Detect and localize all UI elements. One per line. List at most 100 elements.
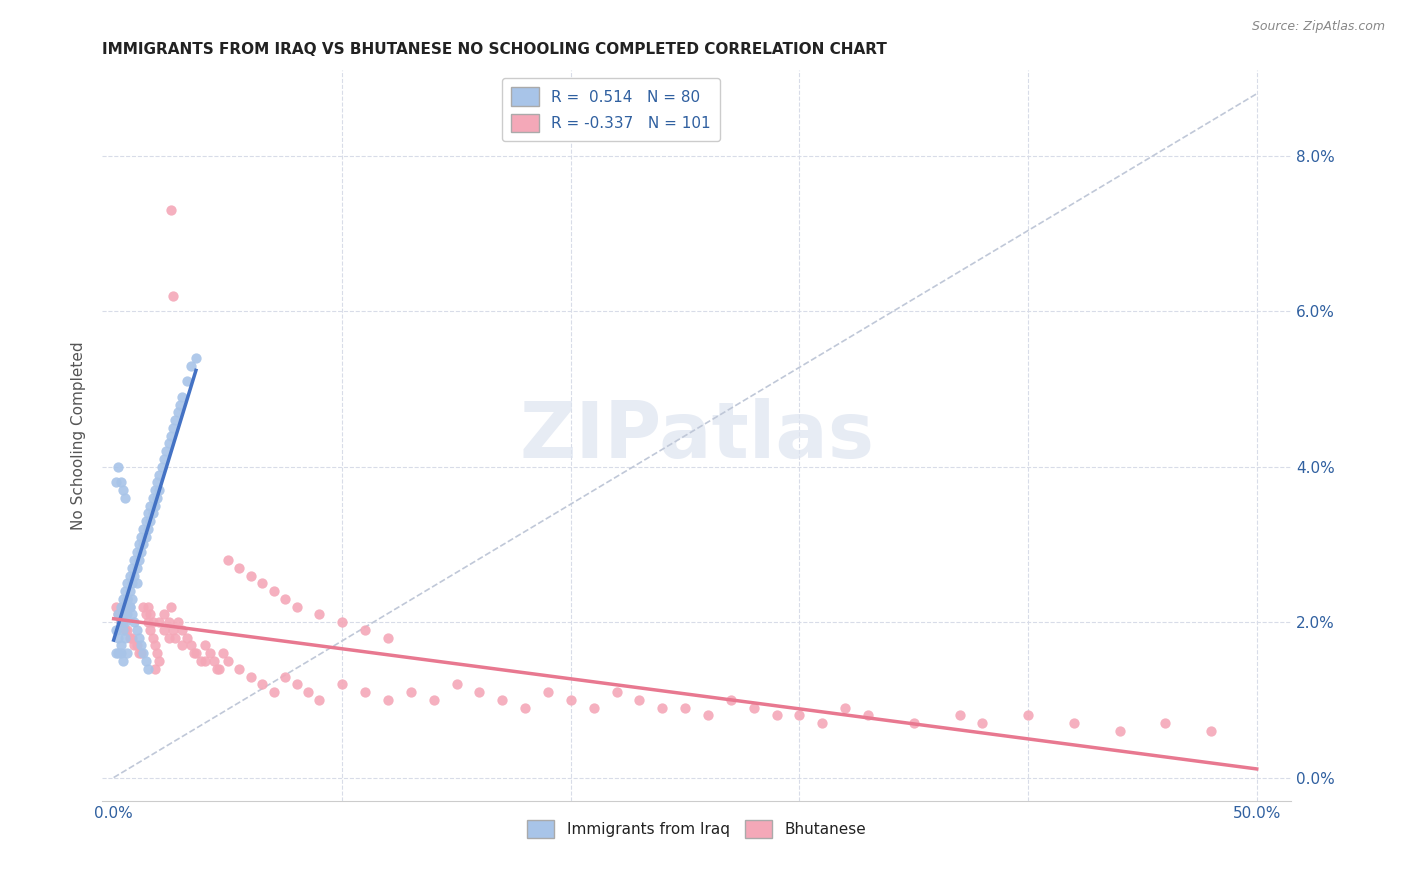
Point <box>110 475 132 490</box>
Point <box>141 507 163 521</box>
Point <box>143 499 166 513</box>
Point <box>239 669 262 683</box>
Point <box>125 639 148 653</box>
Point <box>834 700 856 714</box>
Point <box>139 514 162 528</box>
Point <box>172 639 194 653</box>
Point <box>856 708 879 723</box>
Point <box>107 646 129 660</box>
Point <box>330 615 353 629</box>
Point <box>128 631 150 645</box>
Point <box>132 537 155 551</box>
Point <box>107 607 129 622</box>
Point <box>252 576 274 591</box>
Point <box>128 553 150 567</box>
Point <box>330 677 353 691</box>
Point <box>153 452 176 467</box>
Point <box>111 591 134 606</box>
Point <box>903 716 925 731</box>
Point <box>217 654 239 668</box>
Point <box>146 646 169 660</box>
Point <box>972 716 994 731</box>
Point <box>159 599 181 614</box>
Point <box>132 599 155 614</box>
Point <box>111 654 134 668</box>
Point <box>166 615 188 629</box>
Point <box>194 654 217 668</box>
Point <box>141 631 163 645</box>
Point <box>274 669 297 683</box>
Point <box>118 599 141 614</box>
Point <box>148 483 170 497</box>
Point <box>141 615 163 629</box>
Legend: Immigrants from Iraq, Bhutanese: Immigrants from Iraq, Bhutanese <box>520 814 873 845</box>
Point <box>720 693 742 707</box>
Point <box>135 530 157 544</box>
Point <box>110 615 132 629</box>
Point <box>162 623 184 637</box>
Point <box>110 639 132 653</box>
Point <box>742 700 765 714</box>
Point <box>118 599 141 614</box>
Point <box>141 491 163 505</box>
Point <box>172 623 194 637</box>
Point <box>111 607 134 622</box>
Point <box>122 553 145 567</box>
Point <box>114 631 136 645</box>
Point <box>114 584 136 599</box>
Point <box>114 615 136 629</box>
Y-axis label: No Schooling Completed: No Schooling Completed <box>72 342 86 530</box>
Point <box>560 693 582 707</box>
Point <box>107 607 129 622</box>
Point <box>172 390 194 404</box>
Point <box>377 693 399 707</box>
Point <box>169 398 191 412</box>
Point <box>136 662 159 676</box>
Text: Source: ZipAtlas.com: Source: ZipAtlas.com <box>1251 20 1385 33</box>
Point <box>121 576 143 591</box>
Point <box>153 623 176 637</box>
Point <box>104 623 127 637</box>
Point <box>136 522 159 536</box>
Point <box>135 654 157 668</box>
Point <box>139 623 162 637</box>
Text: ZIPatlas: ZIPatlas <box>519 398 875 474</box>
Point <box>117 591 139 606</box>
Point <box>135 514 157 528</box>
Point <box>697 708 720 723</box>
Point <box>274 591 297 606</box>
Point <box>114 623 136 637</box>
Point <box>129 545 152 559</box>
Point <box>139 499 162 513</box>
Point <box>110 599 132 614</box>
Point <box>157 631 180 645</box>
Point <box>491 693 513 707</box>
Point <box>114 599 136 614</box>
Point <box>399 685 422 699</box>
Point <box>118 584 141 599</box>
Point <box>107 459 129 474</box>
Point <box>121 607 143 622</box>
Point <box>1154 716 1177 731</box>
Point <box>308 607 330 622</box>
Point <box>135 607 157 622</box>
Point <box>212 646 235 660</box>
Point <box>110 615 132 629</box>
Point <box>104 475 127 490</box>
Point <box>118 631 141 645</box>
Point <box>129 639 152 653</box>
Point <box>139 607 162 622</box>
Point <box>165 413 187 427</box>
Point <box>354 623 377 637</box>
Point <box>117 623 139 637</box>
Point <box>184 646 207 660</box>
Point <box>202 654 225 668</box>
Point <box>104 646 127 660</box>
Point <box>128 537 150 551</box>
Point <box>354 685 377 699</box>
Point <box>176 631 198 645</box>
Point <box>239 568 262 582</box>
Point <box>111 615 134 629</box>
Point <box>162 289 184 303</box>
Point <box>252 677 274 691</box>
